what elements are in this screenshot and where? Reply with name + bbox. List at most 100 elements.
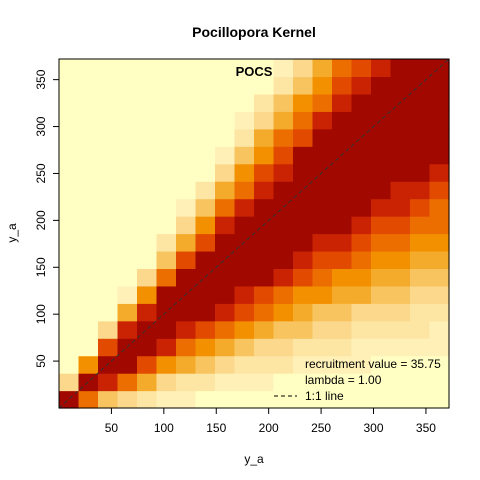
heatmap-cell [410, 355, 431, 374]
heatmap-cell [410, 128, 431, 147]
heatmap-cell [59, 320, 80, 339]
heatmap-cell [156, 373, 177, 392]
heatmap-cell [312, 146, 333, 165]
heatmap-cell [176, 198, 197, 217]
y-tick-label: 100 [34, 304, 48, 324]
heatmap-cell [293, 285, 314, 304]
heatmap-cell [195, 373, 216, 392]
heatmap-cell [195, 216, 216, 235]
heatmap-cell [273, 233, 294, 252]
heatmap-cell [98, 128, 119, 147]
legend-recruitment: recruitment value = 35.75 [305, 357, 441, 371]
x-axis: 50 100 150 200 250 300 350 [105, 408, 436, 435]
heatmap-cell [137, 216, 158, 235]
heatmap-cell [390, 146, 411, 165]
heatmap-cell [215, 76, 236, 95]
heatmap-cell [254, 76, 275, 95]
heatmap-cell [234, 93, 255, 112]
heatmap-cell [176, 268, 197, 287]
heatmap-cell [176, 373, 197, 392]
heatmap-cell [156, 111, 177, 130]
heatmap-cell [176, 181, 197, 200]
y-tick-label: 350 [34, 69, 48, 89]
heatmap-cell [429, 198, 450, 217]
x-tick-label: 50 [105, 421, 119, 435]
heatmap-cell [176, 128, 197, 147]
heatmap-cell [293, 355, 314, 374]
heatmap-cell [332, 355, 353, 374]
heatmap-cell [312, 198, 333, 217]
heatmap-cell [429, 216, 450, 235]
heatmap-cell [137, 320, 158, 339]
heatmap-cell [332, 76, 353, 95]
heatmap-cell [156, 76, 177, 95]
heatmap-cell [234, 390, 255, 409]
x-tick-label: 150 [206, 421, 226, 435]
heatmap-cell [156, 163, 177, 182]
heatmap-cell [332, 181, 353, 200]
heatmap-cell [293, 198, 314, 217]
heatmap-cell [293, 250, 314, 269]
heatmap-cell [59, 59, 80, 78]
heatmap-cell [156, 355, 177, 374]
heatmap-cell [117, 111, 138, 130]
y-tick-label: 50 [34, 354, 48, 368]
heatmap-cell [195, 250, 216, 269]
heatmap-cell [195, 146, 216, 165]
heatmap-cell [390, 373, 411, 392]
heatmap-cell [429, 268, 450, 287]
x-tick-label: 300 [364, 421, 384, 435]
heatmap-cell [371, 76, 392, 95]
heatmap-cell [371, 163, 392, 182]
heatmap-cell [351, 233, 372, 252]
y-axis: 50 100 150 200 250 300 350 [34, 69, 59, 368]
heatmap-cell [371, 373, 392, 392]
heatmap-cell [234, 128, 255, 147]
heatmap-cell [59, 111, 80, 130]
x-tick-label: 100 [154, 421, 174, 435]
heatmap-cell [390, 338, 411, 357]
heatmap-cell [254, 373, 275, 392]
heatmap-cell [293, 163, 314, 182]
heatmap-cell [371, 111, 392, 130]
heatmap-cell [351, 198, 372, 217]
heatmap-cell [195, 233, 216, 252]
heatmap-cell [332, 111, 353, 130]
heatmap-cell [332, 59, 353, 78]
heatmap-cell [312, 303, 333, 322]
heatmap-cell [98, 59, 119, 78]
heatmap-cell [332, 390, 353, 409]
heatmap-cell [351, 303, 372, 322]
heatmap-cell [176, 146, 197, 165]
heatmap-cell [410, 268, 431, 287]
heatmap-cell [234, 111, 255, 130]
heatmap-cell [390, 250, 411, 269]
heatmap-cell [390, 216, 411, 235]
heatmap-cell [351, 285, 372, 304]
heatmap-cell [351, 250, 372, 269]
heatmap-cell [234, 59, 255, 78]
y-tick-label: 150 [34, 257, 48, 277]
heatmap-cell [351, 373, 372, 392]
heatmap-cell [176, 233, 197, 252]
heatmap-cell [254, 268, 275, 287]
heatmap-cell [59, 76, 80, 95]
heatmap-cell [78, 163, 99, 182]
heatmap-cell [312, 93, 333, 112]
heatmap-cell [59, 373, 80, 392]
heatmap-cell [429, 390, 450, 409]
heatmap-cell [137, 93, 158, 112]
heatmap-cell [371, 128, 392, 147]
heatmap-cell [254, 93, 275, 112]
heatmap-cell [429, 250, 450, 269]
heatmap-cell [312, 216, 333, 235]
heatmap-cell [176, 390, 197, 409]
heatmap-cell [78, 250, 99, 269]
heatmap-cell [371, 268, 392, 287]
heatmap-cell [273, 146, 294, 165]
heatmap-cell [254, 320, 275, 339]
heatmap-cell [273, 250, 294, 269]
heatmap-cell [371, 181, 392, 200]
heatmap-cell [390, 198, 411, 217]
heatmap-cell [429, 285, 450, 304]
